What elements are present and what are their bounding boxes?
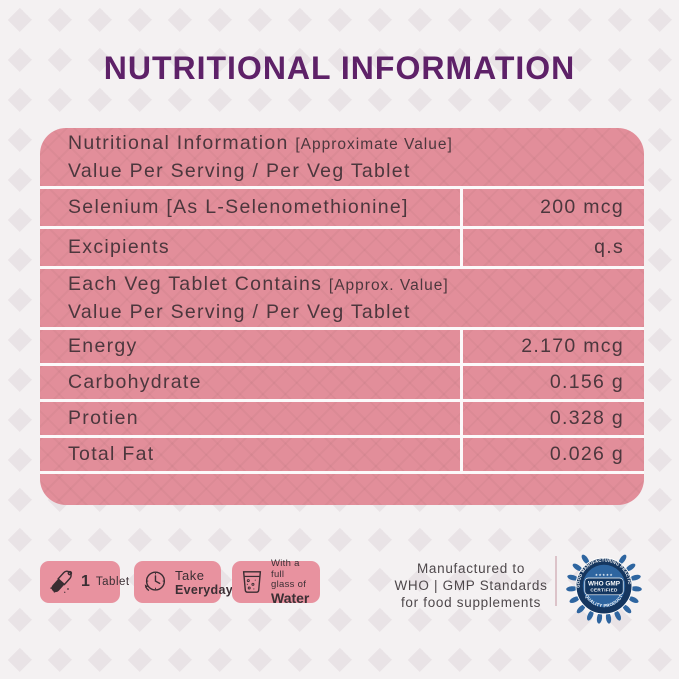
who-gmp-seal: GOOD MANUFACTURING PRACTICE QUALITY PROD… — [564, 546, 642, 624]
badge-tablet-label: Tablet — [95, 576, 130, 588]
capsule-icon — [50, 570, 73, 593]
badge-one-tablet: 1 Tablet — [40, 561, 129, 603]
table-row: Excipients q.s — [40, 229, 644, 266]
header2-main: Each Veg Tablet Contains — [68, 273, 329, 295]
badge-take-line2: Everyday — [175, 582, 233, 597]
row-label: Carbohydrate — [68, 371, 202, 393]
header1-bracket: [Approximate Value] — [295, 136, 453, 153]
seal-center-line2: CERTIFIED — [590, 588, 618, 593]
header2-line1: Each Veg Tablet Contains [Approx. Value] — [68, 271, 644, 299]
row-label: Energy — [68, 335, 138, 357]
header1-line2: Value Per Serving / Per Veg Tablet — [68, 160, 411, 182]
row-value: q.s — [460, 229, 644, 266]
table-footer-strip — [40, 474, 644, 505]
row-label: Selenium [As L-Selenomethionine] — [68, 196, 409, 218]
row-value: 0.328 g — [460, 402, 644, 435]
manufactured-line1: Manufactured to — [416, 561, 526, 576]
badge-water-line1: With a full — [271, 558, 300, 580]
row-label: Protien — [68, 407, 139, 429]
seal-center-band — [584, 577, 624, 596]
manufactured-line2: WHO | GMP Standards — [394, 578, 548, 593]
water-glass-icon — [242, 571, 262, 593]
row-label: Excipients — [68, 236, 170, 258]
clock-icon — [144, 571, 166, 592]
header2-bracket: [Approx. Value] — [328, 277, 449, 294]
row-label: Total Fat — [68, 443, 155, 465]
row-value: 200 mcg — [460, 189, 644, 226]
table-row: Selenium [As L-Selenomethionine] 200 mcg — [40, 189, 644, 226]
table-row: Energy 2.170 mcg — [40, 330, 644, 363]
table-header-1: Nutritional Information [Approximate Val… — [40, 128, 644, 186]
seal-center-line1: WHO GMP — [588, 581, 621, 588]
table-row: Total Fat 0.026 g — [40, 438, 644, 471]
badge-water-line2: glass of — [271, 579, 307, 591]
manufactured-line3: for food supplements — [400, 595, 542, 610]
manufactured-statement: Manufactured to WHO | GMP Standards for … — [372, 560, 570, 611]
row-value: 0.026 g — [460, 438, 644, 471]
header1-main: Nutritional Information — [68, 132, 296, 154]
seal-stars: ★★★★★ — [595, 573, 613, 577]
badge-take-line1: Take — [175, 567, 205, 583]
row-value: 2.170 mcg — [460, 330, 644, 363]
header1-line1: Nutritional Information [Approximate Val… — [68, 130, 644, 158]
badge-glass-of-water: With a full glass of Water — [232, 558, 320, 606]
laurel-wreath — [566, 554, 642, 624]
badge-water-line3: Water — [271, 589, 310, 606]
table-row: Carbohydrate 0.156 g — [40, 366, 644, 399]
page-title: NUTRITIONAL INFORMATION — [103, 50, 576, 86]
table-header-2: Each Veg Tablet Contains [Approx. Value]… — [40, 269, 644, 327]
nutrition-table: Nutritional Information [Approximate Val… — [40, 128, 644, 505]
table-row: Protien 0.328 g — [40, 402, 644, 435]
vertical-divider — [555, 556, 557, 606]
row-value: 0.156 g — [460, 366, 644, 399]
badge-tablet-count: 1 — [81, 573, 90, 590]
header2-line2: Value Per Serving / Per Veg Tablet — [68, 301, 411, 323]
badge-take-everyday: Take Everyday — [134, 561, 233, 603]
